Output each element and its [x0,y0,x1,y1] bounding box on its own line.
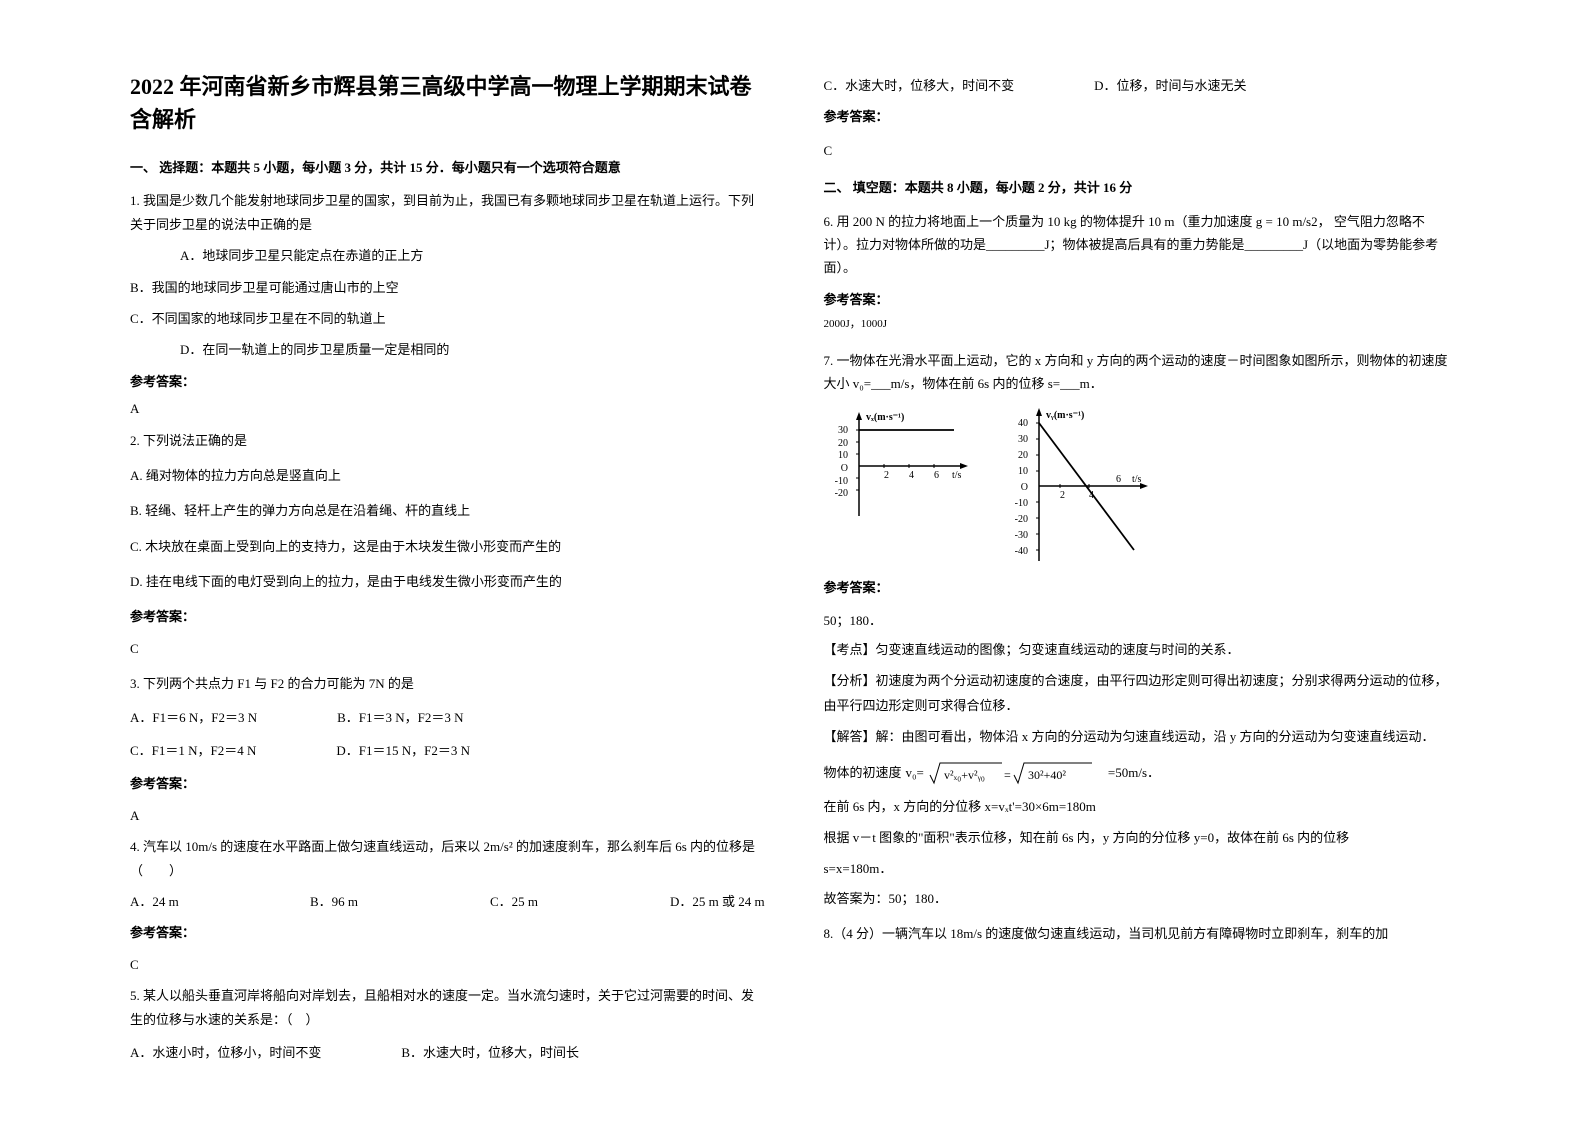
svg-text:30²+40²: 30²+40² [1028,768,1066,782]
q5-optC: C．水速大时，位移大，时间不变 [824,74,1015,97]
exam-title: 2022 年河南省新乡市辉县第三高级中学高一物理上学期期末试卷含解析 [130,70,764,136]
q2-answer-label: 参考答案： [130,605,764,628]
q2-optC: C. 木块放在桌面上受到向上的支持力，这是由于木块发生微小形变而产生的 [130,535,764,558]
sqrt-formula-icon: v²ₓ₀+v²ᵧ₀ = 30²+40² [928,757,1108,787]
svg-text:10: 10 [838,450,848,461]
q5-optB: B．水速大时，位移大，时间长 [401,1041,579,1064]
q7-answer-label: 参考答案： [824,576,1458,599]
right-column: C．水速大时，位移大，时间不变 D．位移，时间与水速无关 参考答案： C 二、 … [794,70,1488,1082]
chart-vx: vₓ(m·s⁻¹) 30 20 10 O -10 -20 2 4 6 t/s [824,406,974,526]
svg-text:20: 20 [838,438,848,449]
q4-stem: 4. 汽车以 10m/s 的速度在水平路面上做匀速直线运动，后来以 2m/s² … [130,835,764,882]
q7-charts: vₓ(m·s⁻¹) 30 20 10 O -10 -20 2 4 6 t/s [824,406,1458,566]
q2-answer: C [130,637,764,660]
left-column: 2022 年河南省新乡市辉县第三高级中学高一物理上学期期末试卷含解析 一、 选择… [100,70,794,1082]
q3-optB: B．F1＝3 N，F2＝3 N [337,706,463,729]
section1-heading: 一、 选择题：本题共 5 小题，每小题 3 分，共计 15 分．每小题只有一个选… [130,156,764,179]
q3-optA: A．F1＝6 N，F2＝3 N [130,706,257,729]
chart-vy: vᵧ(m·s⁻¹) 40 30 20 10 O -10 -20 -30 -40 … [1004,406,1154,566]
q7-stem: 7. 一物体在光滑水平面上运动，它的 x 方向和 y 方向的两个运动的速度－时间… [824,349,1458,396]
svg-text:2: 2 [884,470,889,481]
q7-fenxi: 【分析】初速度为两个分运动初速度的合速度，由平行四边形定则可得出初速度；分别求得… [824,669,1458,718]
svg-text:t/s: t/s [952,470,962,481]
q6-answer: 2000J，1000J [824,315,1458,335]
q1-answer: A [130,397,764,420]
svg-text:10: 10 [1018,466,1028,477]
q1-optC: C．不同国家的地球同步卫星在不同的轨道上 [130,307,764,330]
q5-answer-label: 参考答案： [824,105,1458,128]
svg-text:=: = [1004,768,1011,782]
q7-jieda3: 在前 6s 内，x 方向的分位移 x=vₓt'=30×6m=180m [824,795,1458,820]
q4-optD: D．25 m 或 24 m [670,890,770,913]
svg-text:4: 4 [909,470,914,481]
q7-formula: 物体的初速度 v₀= v²ₓ₀+v²ᵧ₀ = 30²+40² =50m/s． [824,757,1458,787]
svg-text:6: 6 [1116,474,1121,485]
q2-optD: D. 挂在电线下面的电灯受到向上的拉力，是由于电线发生微小形变而产生的 [130,570,764,593]
svg-text:-30: -30 [1014,530,1027,541]
svg-text:O: O [840,463,847,474]
svg-text:-20: -20 [1014,514,1027,525]
svg-text:30: 30 [1018,434,1028,445]
q2-optA: A. 绳对物体的拉力方向总是竖直向上 [130,464,764,487]
svg-text:O: O [1020,482,1027,493]
q2-optB: B. 轻绳、轻杆上产生的弹力方向总是在沿着绳、杆的直线上 [130,499,764,522]
q6-answer-label: 参考答案： [824,288,1458,311]
q5-optA: A．水速小时，位移小，时间不变 [130,1041,321,1064]
q7-jieda5: s=x=180m． [824,857,1458,882]
q7-jieda1: 【解答】解：由图可看出，物体沿 x 方向的分运动为匀速直线运动，沿 y 方向的分… [824,725,1458,750]
q1-optB: B．我国的地球同步卫星可能通过唐山市的上空 [130,276,764,299]
q4-optB: B．96 m [310,890,410,913]
q4-optC: C．25 m [490,890,590,913]
q1-optA: A．地球同步卫星只能定点在赤道的正上方 [130,244,764,267]
svg-text:-40: -40 [1014,546,1027,557]
q7-kaodian: 【考点】匀变速直线运动的图像；匀变速直线运动的速度与时间的关系． [824,638,1458,663]
q3-optD: D．F1＝15 N，F2＝3 N [336,739,470,762]
svg-text:-10: -10 [834,476,847,487]
svg-text:v²ₓ₀+v²ᵧ₀: v²ₓ₀+v²ᵧ₀ [944,768,985,782]
formula-suffix: =50m/s． [1108,761,1160,784]
q3-answer-label: 参考答案： [130,772,764,795]
svg-text:6: 6 [934,470,939,481]
q1-stem: 1. 我国是少数几个能发射地球同步卫星的国家，到目前为止，我国已有多颗地球同步卫… [130,189,764,236]
q5-stem: 5. 某人以船头垂直河岸将船向对岸划去，且船相对水的速度一定。当水流匀速时，关于… [130,984,764,1031]
svg-text:vᵧ(m·s⁻¹): vᵧ(m·s⁻¹) [1046,410,1084,421]
q8-stem: 8.（4 分）一辆汽车以 18m/s 的速度做匀速直线运动，当司机见前方有障碍物… [824,922,1458,945]
formula-prefix: 物体的初速度 [824,761,902,784]
svg-text:2: 2 [1060,490,1065,501]
q7-jieda6: 故答案为：50；180． [824,887,1458,912]
q4-optA: A．24 m [130,890,230,913]
q5-answer: C [824,139,1458,162]
q1-optD: D．在同一轨道上的同步卫星质量一定是相同的 [130,338,764,361]
section2-heading: 二、 填空题：本题共 8 小题，每小题 2 分，共计 16 分 [824,176,1458,199]
svg-text:t/s: t/s [1132,474,1142,485]
q3-optC: C．F1＝1 N，F2＝4 N [130,739,256,762]
svg-text:30: 30 [838,425,848,436]
q7-answer: 50；180． [824,609,1458,632]
q4-answer-label: 参考答案： [130,921,764,944]
q2-stem: 2. 下列说法正确的是 [130,429,764,452]
q3-stem: 3. 下列两个共点力 F1 与 F2 的合力可能为 7N 的是 [130,672,764,695]
q5-optD: D．位移，时间与水速无关 [1094,74,1246,97]
svg-text:40: 40 [1018,418,1028,429]
q7-jieda4: 根据 v－t 图象的"面积"表示位移，知在前 6s 内，y 方向的分位移 y=0… [824,826,1458,851]
q3-answer: A [130,804,764,827]
q1-answer-label: 参考答案： [130,370,764,393]
svg-text:-10: -10 [1014,498,1027,509]
svg-text:20: 20 [1018,450,1028,461]
svg-text:vₓ(m·s⁻¹): vₓ(m·s⁻¹) [866,412,904,423]
formula-v0: v₀= [906,761,924,784]
q6-stem: 6. 用 200 N 的拉力将地面上一个质量为 10 kg 的物体提升 10 m… [824,210,1458,280]
svg-text:-20: -20 [834,488,847,499]
q4-answer: C [130,953,764,976]
